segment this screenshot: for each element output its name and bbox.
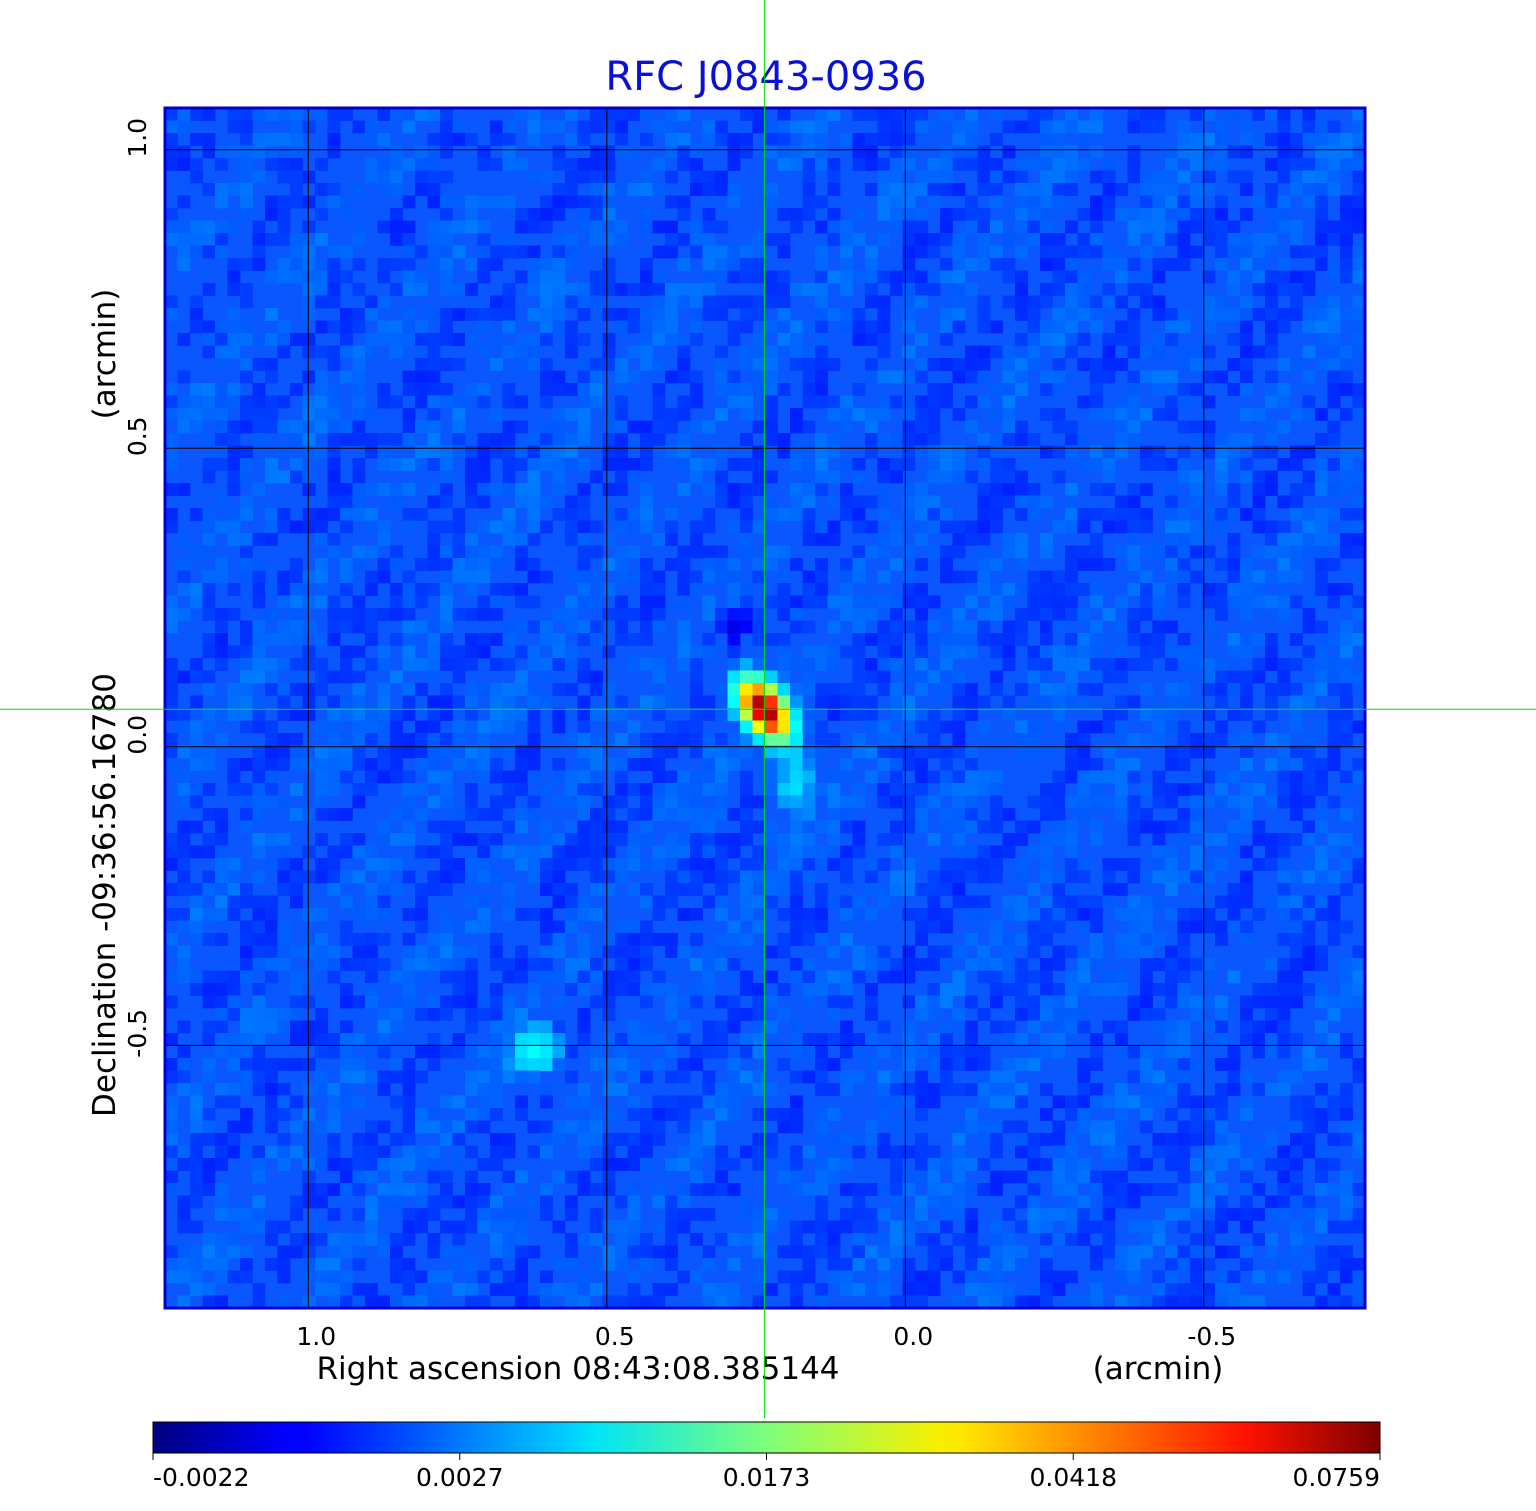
colorbar-tick-label: 0.0418 xyxy=(1030,1463,1117,1492)
x-tick-label: 0.5 xyxy=(595,1322,635,1351)
x-axis-label: Right ascension 08:43:08.385144 xyxy=(316,1351,839,1387)
colorbar-tick-label: -0.0022 xyxy=(153,1463,250,1492)
colorbar-tick-label: 0.0759 xyxy=(1293,1463,1380,1492)
grid xyxy=(165,108,1365,1308)
colorbar xyxy=(152,1421,1381,1454)
y-axis-unit: (arcmin) xyxy=(87,289,123,420)
x-tick-label: 0.0 xyxy=(893,1322,933,1351)
x-tick-label: 1.0 xyxy=(296,1322,336,1351)
y-tick-label: -0.5 xyxy=(123,1009,152,1058)
colorbar-tick-label: 0.0027 xyxy=(416,1463,503,1492)
chart-title: RFC J0843-0936 xyxy=(605,54,926,100)
y-tick-label: 0.0 xyxy=(123,715,152,755)
colorbar-tick-label: 0.0173 xyxy=(723,1463,810,1492)
x-tick-label: -0.5 xyxy=(1187,1322,1236,1351)
y-axis-label: Declination -09:36:56.16780 xyxy=(87,673,123,1117)
y-tick-label: 1.0 xyxy=(123,118,152,158)
plot-frame xyxy=(163,106,1367,1310)
x-axis-ticks: 1.0 0.5 0.0 -0.5 xyxy=(296,1322,1236,1351)
colorbar-ticks: -0.0022 0.0027 0.0173 0.0418 0.0759 xyxy=(152,1453,1381,1492)
x-axis-unit: (arcmin) xyxy=(1093,1351,1224,1387)
y-axis-ticks: 1.0 0.5 0.0 -0.5 xyxy=(123,118,152,1058)
heatmap-cells xyxy=(165,108,1365,1308)
y-tick-label: 0.5 xyxy=(123,416,152,456)
